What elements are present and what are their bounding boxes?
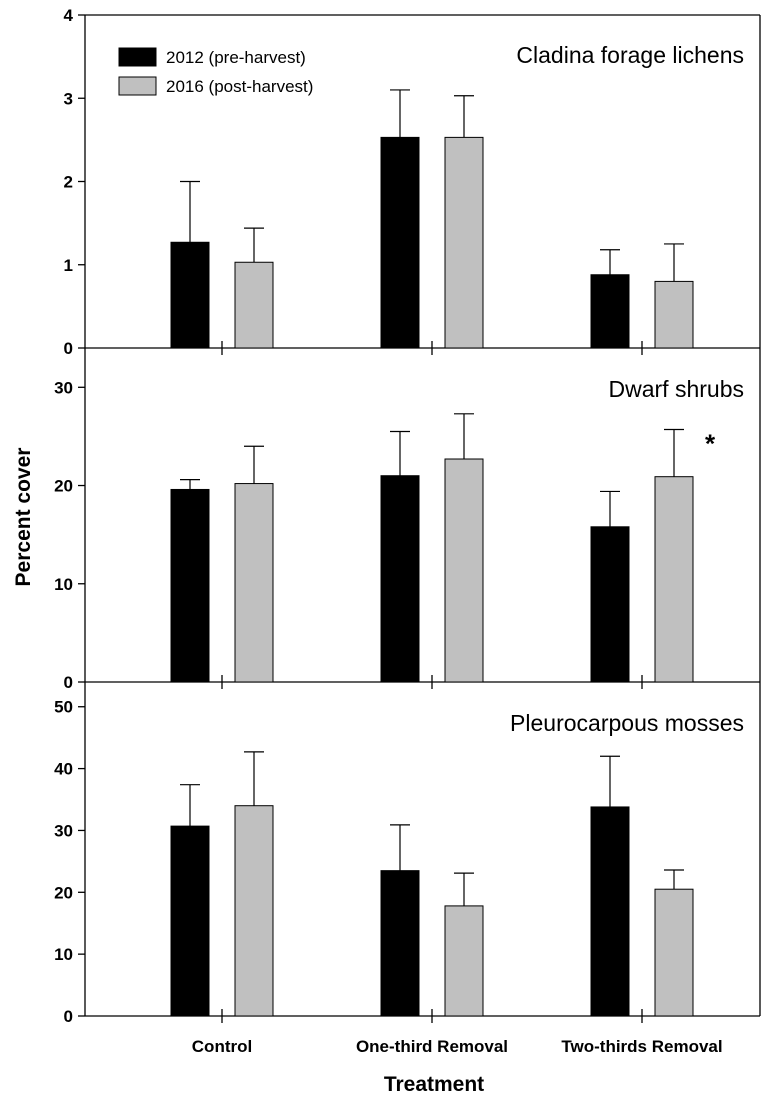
y-tick-label: 0: [64, 673, 73, 692]
bar: [170, 825, 210, 1017]
bar: [380, 475, 420, 683]
y-tick-label: 30: [54, 821, 73, 840]
category-label: Two-thirds Removal: [561, 1037, 722, 1056]
legend: 2012 (pre-harvest) 2016 (post-harvest): [118, 47, 313, 96]
bar: [234, 261, 274, 349]
panel-2: 0 10 20 30 Dwarf shrubs *: [54, 348, 761, 692]
y-tick-label: 40: [54, 760, 73, 779]
y-axis-title: Percent cover: [12, 448, 35, 587]
bar: [590, 526, 630, 683]
bar: [590, 274, 630, 349]
y-tick-label: 3: [64, 89, 73, 108]
bar: [170, 241, 210, 349]
bar: [654, 888, 694, 1017]
bar: [380, 870, 420, 1017]
panel-title: Cladina forage lichens: [516, 42, 744, 68]
bar: [444, 136, 484, 349]
legend-swatch: [118, 47, 157, 67]
panel-1: 0 1 2 3 4 Cladina forage lichens: [64, 6, 761, 358]
legend-label: 2016 (post-harvest): [166, 77, 313, 96]
y-tick-label: 2: [64, 173, 73, 192]
significance-annotation: *: [705, 429, 716, 459]
y-tick-label: 20: [54, 883, 73, 902]
bar: [444, 458, 484, 683]
bar: [444, 905, 484, 1017]
category-label: Control: [192, 1037, 252, 1056]
bar: [654, 280, 694, 349]
y-tick-label: 10: [54, 945, 73, 964]
y-tick-label: 10: [54, 575, 73, 594]
panel-3: 0 10 20 30 40 50 Pleurocarpous mosses: [54, 682, 761, 1026]
bar: [590, 806, 630, 1017]
legend-label: 2012 (pre-harvest): [166, 48, 306, 67]
y-tick-label: 20: [54, 477, 73, 496]
x-axis-title: Treatment: [384, 1073, 484, 1096]
bar: [234, 483, 274, 683]
bar: [380, 136, 420, 349]
legend-swatch: [118, 76, 157, 96]
y-tick-label: 50: [54, 698, 73, 717]
y-tick-label: 4: [64, 6, 74, 25]
bar: [654, 476, 694, 683]
category-label: One-third Removal: [356, 1037, 508, 1056]
bar: [170, 488, 210, 683]
bar: [234, 805, 274, 1017]
panel-title: Pleurocarpous mosses: [510, 710, 744, 736]
y-tick-label: 0: [64, 339, 73, 358]
panel-title: Dwarf shrubs: [609, 376, 744, 402]
panels: 0 1 2 3 4 Cladina forage lichens 0 10 20 30 Dwarf …: [54, 6, 761, 1056]
y-tick-label: 0: [64, 1007, 73, 1026]
y-tick-label: 30: [54, 378, 73, 397]
y-tick-label: 1: [64, 256, 73, 275]
